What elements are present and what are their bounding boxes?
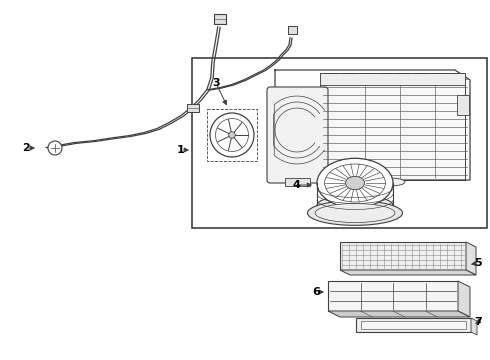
- Bar: [457, 95, 469, 115]
- Bar: [356, 318, 471, 332]
- Bar: [328, 281, 458, 311]
- Bar: [320, 73, 465, 85]
- Polygon shape: [466, 242, 476, 275]
- Bar: [214, 14, 226, 24]
- Ellipse shape: [345, 176, 365, 190]
- Circle shape: [210, 113, 254, 157]
- Text: 7: 7: [474, 317, 482, 327]
- Polygon shape: [471, 318, 477, 335]
- Bar: [320, 73, 465, 180]
- Text: 2: 2: [22, 143, 30, 153]
- Circle shape: [48, 141, 62, 155]
- Polygon shape: [328, 311, 470, 317]
- Bar: [361, 321, 466, 329]
- Ellipse shape: [308, 201, 402, 225]
- Ellipse shape: [315, 203, 395, 222]
- Polygon shape: [458, 281, 470, 317]
- Text: 4: 4: [292, 180, 300, 190]
- Ellipse shape: [317, 158, 393, 208]
- Text: 3: 3: [212, 78, 220, 88]
- Bar: [340, 242, 466, 270]
- Bar: [288, 26, 297, 34]
- FancyBboxPatch shape: [267, 87, 328, 183]
- Circle shape: [229, 132, 235, 138]
- Text: 5: 5: [474, 258, 482, 268]
- Ellipse shape: [375, 178, 405, 186]
- Bar: [187, 104, 199, 112]
- Bar: [285, 178, 310, 186]
- Bar: [192, 58, 487, 228]
- Polygon shape: [340, 270, 476, 275]
- Bar: [207, 109, 257, 161]
- Text: 6: 6: [312, 287, 320, 297]
- Text: 1: 1: [177, 145, 185, 155]
- Ellipse shape: [317, 195, 393, 215]
